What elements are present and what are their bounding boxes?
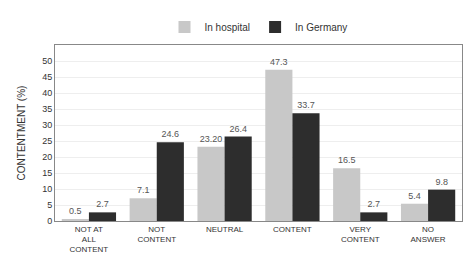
svg-text:0: 0 [47,216,52,226]
svg-text:NOANSWER: NOANSWER [411,225,446,244]
svg-text:33.7: 33.7 [297,100,315,110]
svg-text:VERYCONTENT: VERYCONTENT [341,225,380,244]
svg-text:NEUTRAL: NEUTRAL [206,225,244,234]
svg-text:5.4: 5.4 [408,191,421,201]
svg-text:2.7: 2.7 [368,199,381,209]
svg-text:30: 30 [42,120,52,130]
svg-text:15: 15 [42,168,52,178]
svg-text:25: 25 [42,136,52,146]
svg-text:20: 20 [42,152,52,162]
svg-text:16.5: 16.5 [338,155,356,165]
svg-text:50: 50 [42,56,52,66]
svg-text:40: 40 [42,88,52,98]
svg-text:NOT ATALLCONTENT: NOT ATALLCONTENT [70,225,109,255]
svg-text:35: 35 [42,104,52,114]
svg-text:47.3: 47.3 [270,57,288,67]
svg-text:45: 45 [42,72,52,82]
svg-text:In Germany: In Germany [295,22,347,33]
svg-text:2.7: 2.7 [96,199,109,209]
svg-text:9.8: 9.8 [435,177,448,187]
svg-text:7.1: 7.1 [137,185,150,195]
svg-text:NOTCONTENT: NOTCONTENT [137,225,176,244]
svg-text:23.20: 23.20 [200,134,223,144]
svg-text:5: 5 [47,200,52,210]
svg-text:In hospital: In hospital [205,22,251,33]
svg-text:0.5: 0.5 [69,206,82,216]
svg-text:26.4: 26.4 [229,124,247,134]
svg-text:CONTENTMENT (%): CONTENTMENT (%) [16,86,27,181]
svg-text:CONTENT: CONTENT [273,225,312,234]
svg-text:10: 10 [42,184,52,194]
svg-text:24.6: 24.6 [162,129,180,139]
